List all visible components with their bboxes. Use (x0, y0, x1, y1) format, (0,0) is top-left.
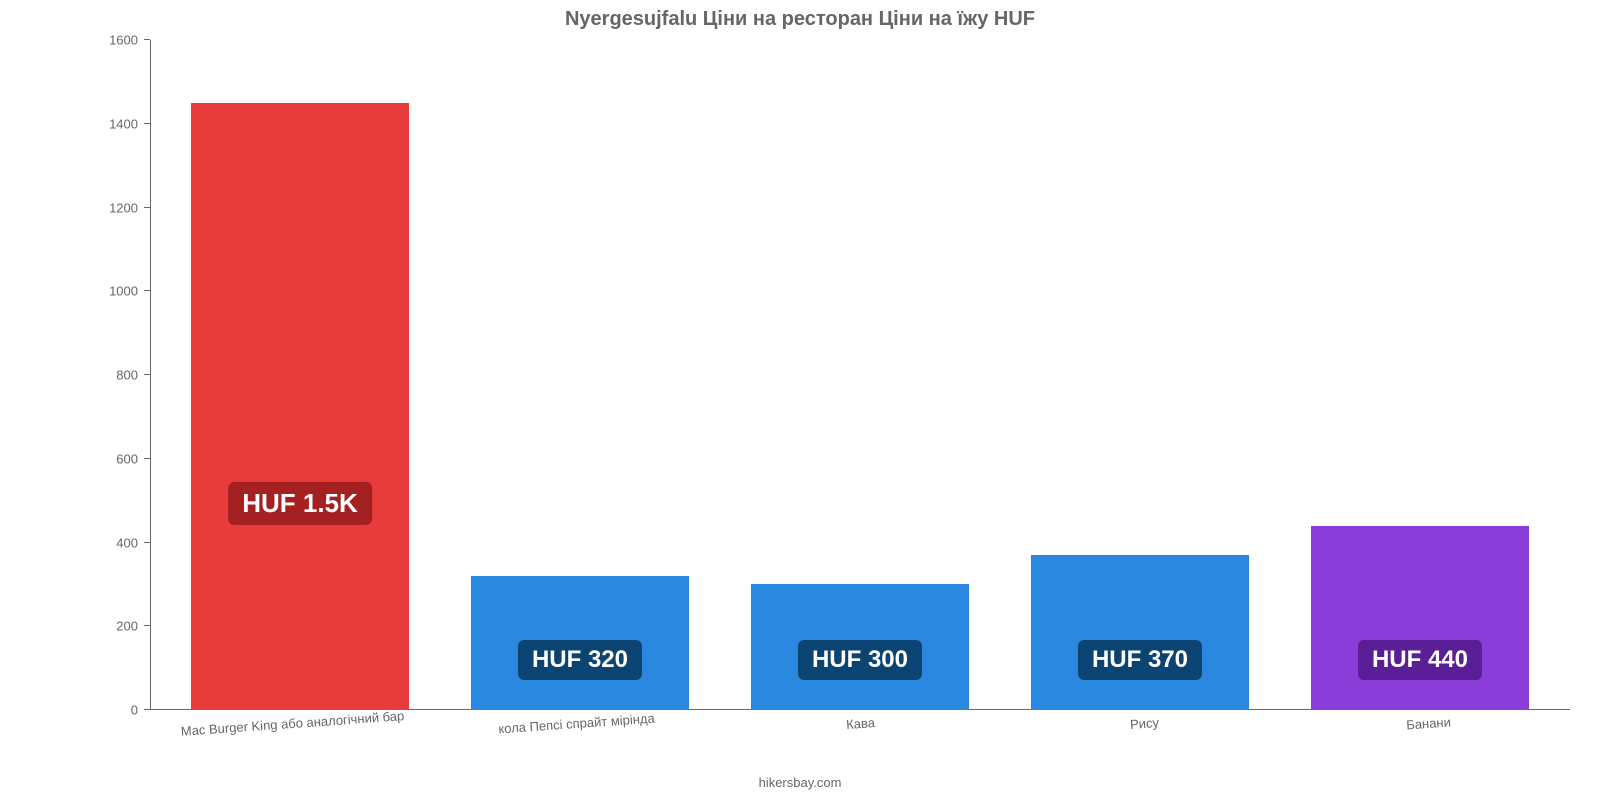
bar-value-badge: HUF 320 (518, 640, 642, 680)
bar: HUF 1.5K (191, 103, 409, 710)
chart-title: Nyergesujfalu Ціни на ресторан Ціни на ї… (0, 0, 1600, 31)
y-tick-label: 1200 (109, 200, 150, 215)
bar-value-badge: HUF 300 (798, 640, 922, 680)
bar-slot: HUF 1.5K (160, 40, 440, 710)
attribution-text: hikersbay.com (0, 775, 1600, 790)
x-tick-label: Банани (1286, 706, 1572, 766)
bar-value-badge: HUF 370 (1078, 640, 1202, 680)
y-tick-label: 400 (116, 535, 150, 550)
bar-slot: HUF 440 (1280, 40, 1560, 710)
bar: HUF 320 (471, 576, 689, 710)
y-tick-label: 600 (116, 451, 150, 466)
y-tick-label: 1000 (109, 284, 150, 299)
y-tick-label: 0 (131, 703, 150, 718)
y-tick-label: 1400 (109, 116, 150, 131)
x-tick-label: Рису (1002, 706, 1288, 766)
x-tick-label: Mac Burger King або аналогічний бар (150, 706, 436, 766)
bar-slot: HUF 320 (440, 40, 720, 710)
bars-group: HUF 1.5K HUF 320 HUF 300 HUF 370 HUF 440 (150, 40, 1570, 710)
x-tick-label: Кава (718, 706, 1004, 766)
plot-area: 02004006008001000120014001600 HUF 1.5KHU… (150, 40, 1570, 710)
bar: HUF 370 (1031, 555, 1249, 710)
bar: HUF 300 (751, 584, 969, 710)
bar-value-badge: HUF 1.5K (228, 482, 372, 525)
y-tick-label: 800 (116, 368, 150, 383)
bar-value-badge: HUF 440 (1358, 640, 1482, 680)
bar: HUF 440 (1311, 526, 1529, 710)
y-tick-label: 200 (116, 619, 150, 634)
x-axis-labels: Mac Burger King або аналогічний баркола … (150, 710, 1570, 750)
x-tick-label: кола Пепсі спрайт мірінда (434, 706, 720, 766)
bar-slot: HUF 370 (1000, 40, 1280, 710)
chart-container: Nyergesujfalu Ціни на ресторан Ціни на ї… (0, 0, 1600, 800)
bar-slot: HUF 300 (720, 40, 1000, 710)
y-tick-label: 1600 (109, 33, 150, 48)
